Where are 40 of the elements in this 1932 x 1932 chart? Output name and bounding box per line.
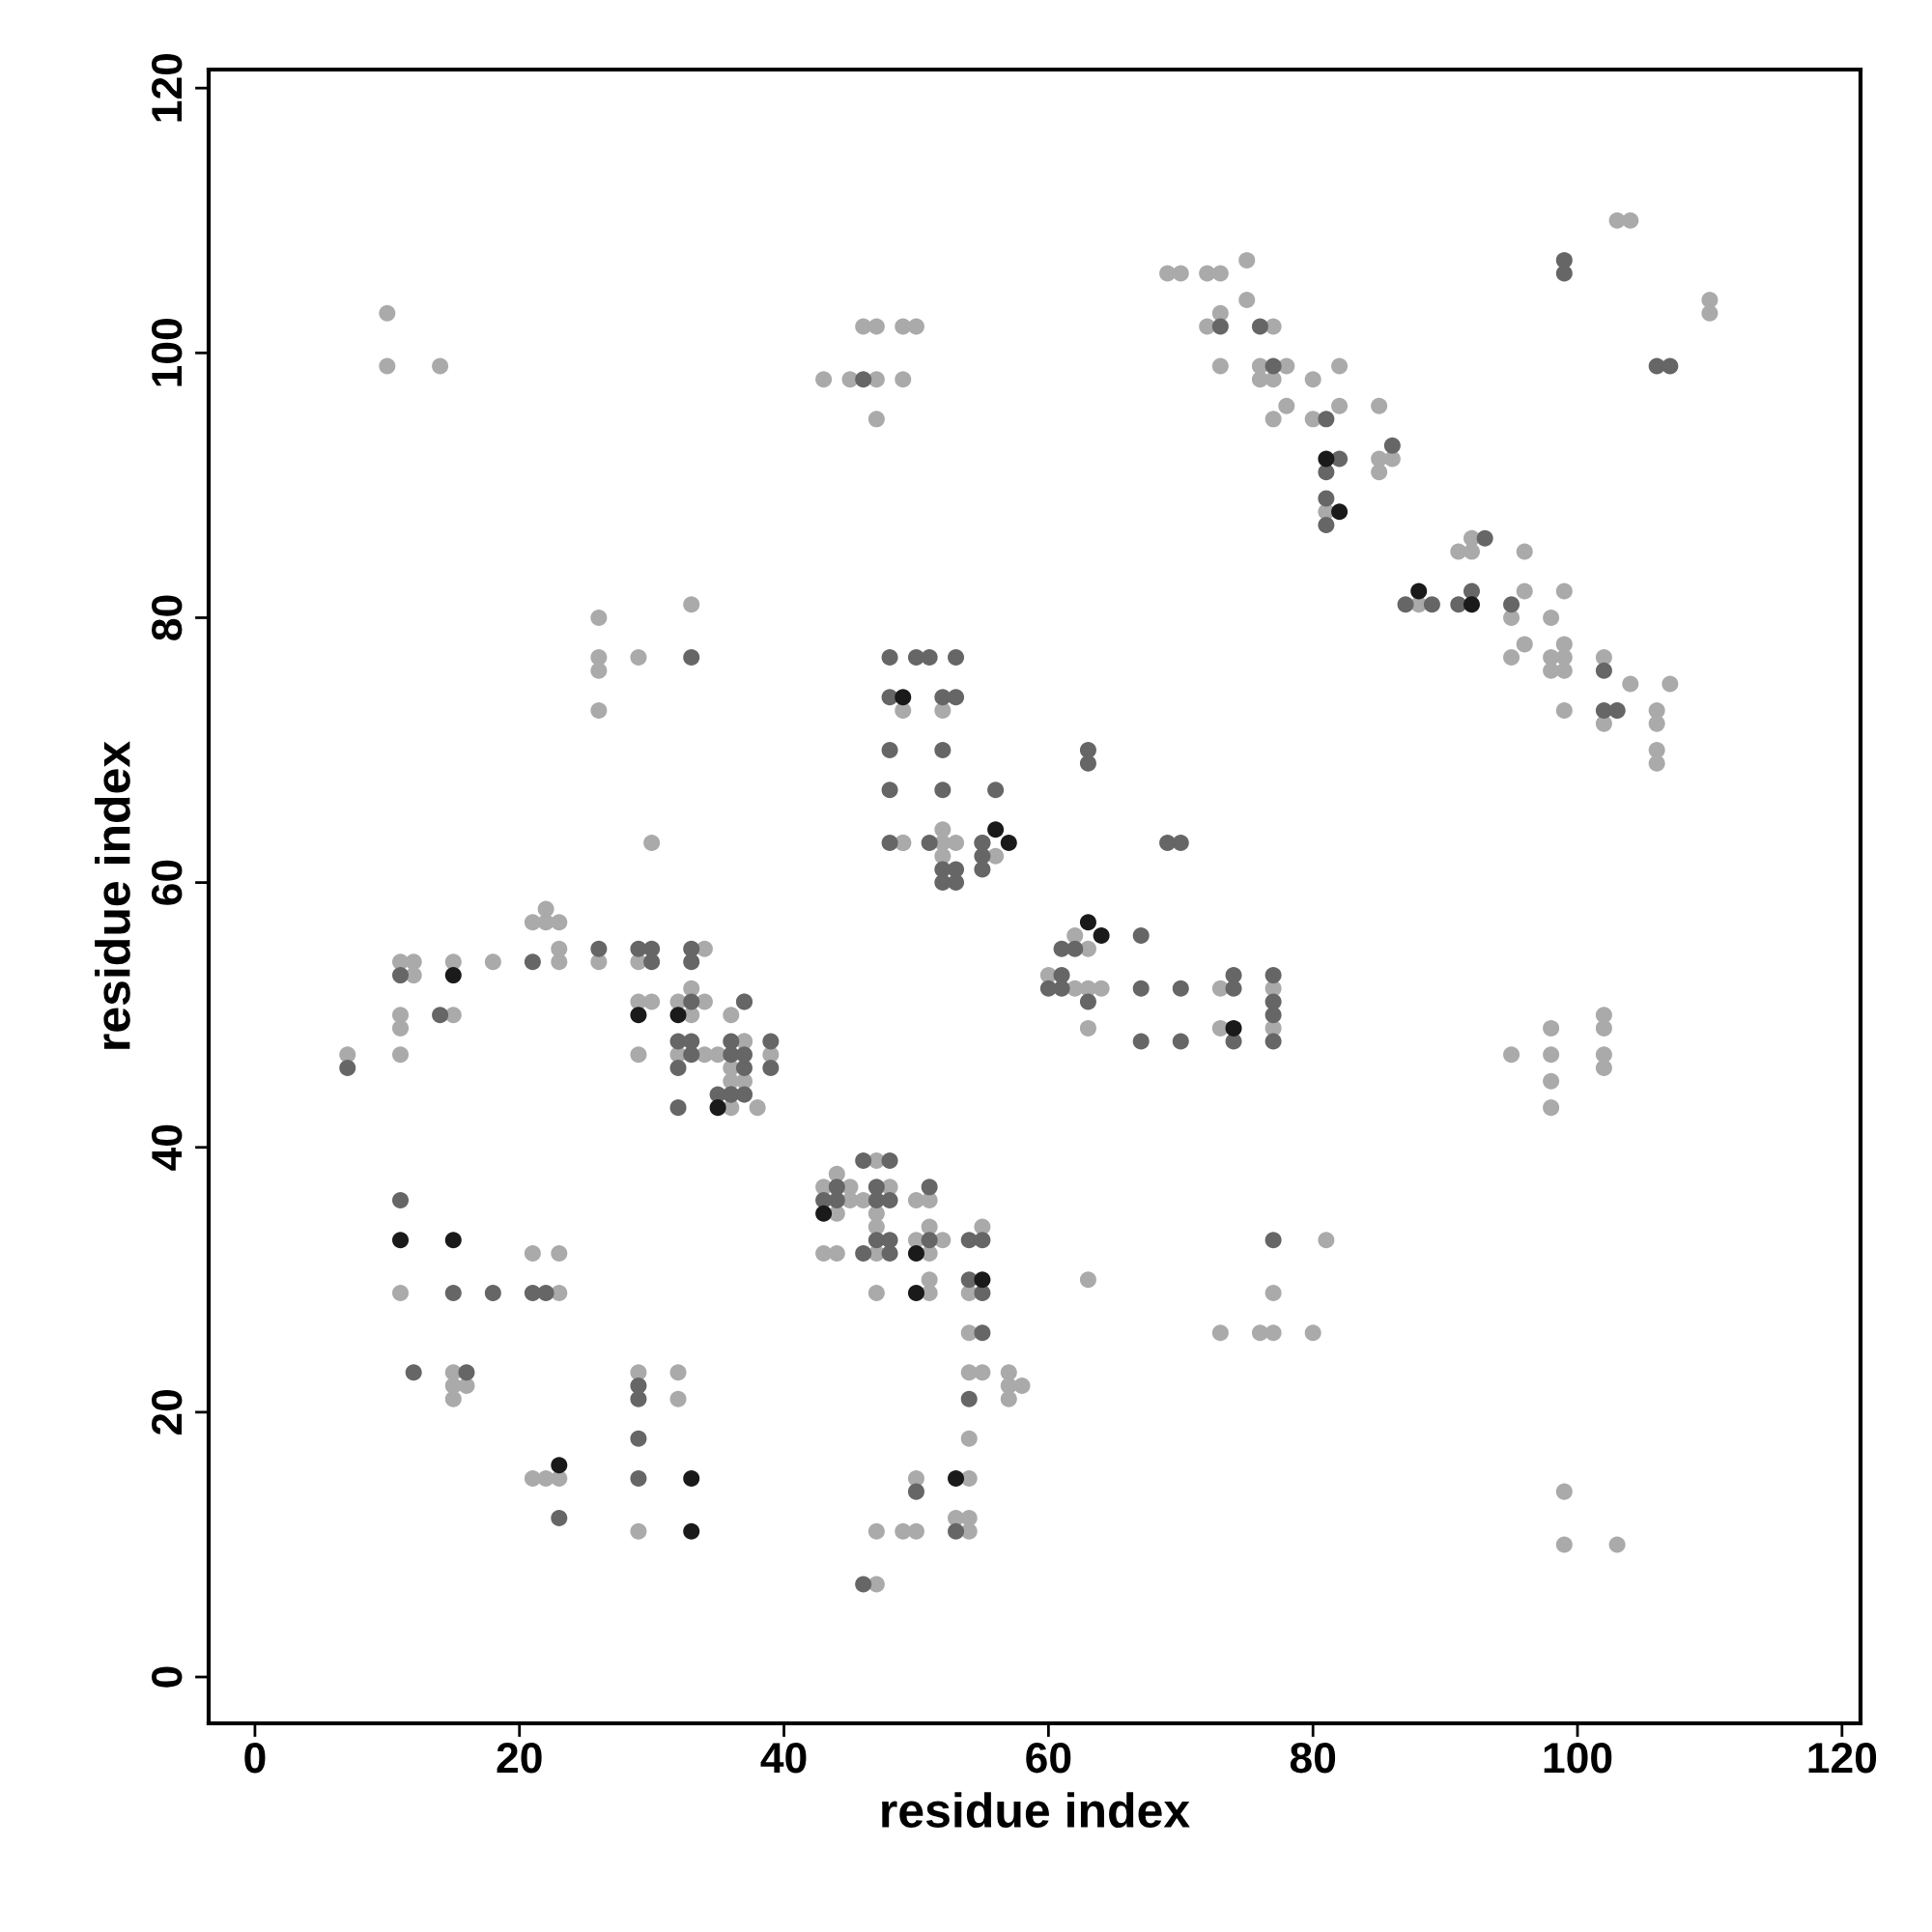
y-tick-label: 80 [151, 595, 183, 640]
point [1000, 834, 1017, 851]
y-axis-title: residue index [95, 741, 130, 1049]
point [1463, 596, 1480, 613]
point [709, 1099, 726, 1117]
point [1318, 450, 1335, 468]
point [669, 1007, 687, 1024]
point [907, 1244, 924, 1262]
point [444, 967, 462, 984]
point [1225, 1019, 1242, 1037]
x-tick-label: 100 [1544, 1742, 1612, 1774]
x-tick-label: 20 [497, 1742, 542, 1774]
y-tick-label: 20 [151, 1389, 183, 1435]
y-tick-label: 100 [151, 319, 183, 386]
point [815, 1205, 833, 1222]
x-tick-label: 0 [244, 1742, 266, 1774]
y-tick-label: 40 [151, 1124, 183, 1171]
point [683, 1469, 700, 1487]
point [1079, 914, 1096, 931]
point [683, 1522, 700, 1540]
point [630, 1007, 647, 1024]
point [1410, 582, 1428, 600]
point [392, 1232, 410, 1249]
point [1093, 926, 1110, 944]
point [551, 1457, 568, 1474]
point [987, 821, 1005, 838]
y-tick-label: 120 [151, 53, 183, 122]
point [907, 1285, 924, 1302]
x-tick-label: 120 [1808, 1742, 1877, 1774]
x-tick-label: 40 [760, 1742, 807, 1774]
x-tick-label: 80 [1290, 1742, 1336, 1774]
point [948, 1469, 965, 1487]
y-tick-label: 0 [151, 1666, 183, 1688]
x-axis-title: residue index [882, 1792, 1190, 1829]
point [895, 689, 912, 706]
point [444, 1232, 462, 1249]
point [1331, 503, 1349, 521]
point [974, 1271, 991, 1289]
y-tick-label: 60 [151, 860, 183, 905]
x-tick-label: 60 [1026, 1742, 1071, 1774]
